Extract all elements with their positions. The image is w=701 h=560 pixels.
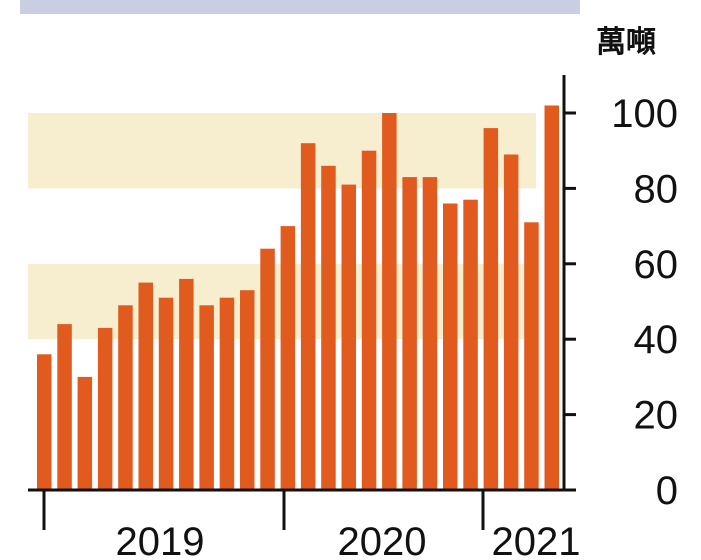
bar-16: [361, 150, 377, 490]
bar-12: [280, 226, 296, 490]
bar-13: [300, 143, 316, 490]
y-tick-labels: 0 20 40 60 80 100: [564, 92, 678, 513]
year-label-2021: 2021: [492, 520, 581, 560]
y-tick-label-60: 60: [634, 243, 679, 287]
bar-5: [138, 282, 153, 490]
bar-8: [199, 305, 214, 490]
y-tick-label-80: 80: [634, 167, 679, 211]
bar-19: [422, 177, 438, 490]
bar-3: [97, 327, 113, 490]
blurred-header-strip: [20, 0, 580, 14]
bar-23: [503, 154, 519, 490]
y-tick-label-100: 100: [611, 92, 678, 136]
bar-22: [483, 128, 499, 490]
bar-24: [524, 222, 539, 491]
bar-2: [77, 376, 93, 490]
bar-4: [118, 305, 133, 490]
bar-0: [37, 354, 52, 490]
bar-15: [341, 184, 356, 490]
year-labels: 2019 2020 2021: [116, 520, 581, 560]
y-tick-label-20: 20: [634, 394, 679, 438]
highlight-band-0: [28, 113, 536, 189]
bar-11: [260, 248, 275, 490]
bar-18: [402, 177, 417, 490]
bar-6: [158, 297, 174, 490]
bars: [37, 105, 559, 491]
year-label-2020: 2020: [338, 520, 427, 560]
bar-14: [321, 165, 336, 491]
header-blur-shape: [20, 0, 580, 14]
unit-label: 萬噸: [596, 25, 656, 60]
bar-17: [382, 113, 397, 490]
bar-10: [240, 290, 255, 490]
bar-7: [179, 278, 194, 490]
bar-21: [463, 199, 478, 490]
y-tick-label-40: 40: [634, 318, 679, 362]
bar-20: [443, 203, 458, 490]
bar-9: [219, 297, 235, 490]
year-label-2019: 2019: [116, 520, 205, 560]
axes: [28, 75, 566, 530]
bar-25: [544, 105, 559, 490]
y-tick-label-0: 0: [656, 469, 678, 513]
bar-1: [57, 324, 72, 490]
